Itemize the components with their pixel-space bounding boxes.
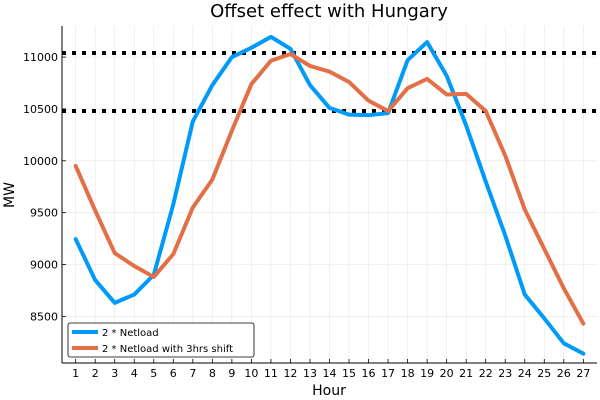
x-tick-label: 10 bbox=[244, 367, 258, 380]
x-tick-label: 4 bbox=[131, 367, 138, 380]
x-tick-label: 17 bbox=[381, 367, 395, 380]
x-tick-label: 27 bbox=[576, 367, 590, 380]
grid bbox=[62, 26, 597, 363]
x-tick-label: 7 bbox=[189, 367, 196, 380]
x-axis-label: Hour bbox=[312, 383, 346, 399]
y-tick-label: 9000 bbox=[30, 258, 58, 271]
legend: 2 * Netload 2 * Netload with 3hrs shift bbox=[67, 322, 255, 358]
y-tick-label: 10000 bbox=[23, 155, 58, 168]
y-tick-label: 10500 bbox=[23, 103, 58, 116]
y-tick-label: 8500 bbox=[30, 310, 58, 323]
x-tick-label: 16 bbox=[362, 367, 376, 380]
x-tick-label: 13 bbox=[303, 367, 317, 380]
x-tick-label: 23 bbox=[498, 367, 512, 380]
axes bbox=[61, 26, 597, 364]
y-tick-label: 9500 bbox=[30, 207, 58, 220]
x-tick-label: 15 bbox=[342, 367, 356, 380]
series-line-2 bbox=[73, 52, 586, 326]
chart-title: Offset effect with Hungary bbox=[210, 1, 448, 22]
x-tick-label: 1 bbox=[72, 367, 79, 380]
x-tick-label: 5 bbox=[150, 367, 157, 380]
legend-label: 2 * Netload with 3hrs shift bbox=[102, 344, 233, 355]
x-tick-label: 22 bbox=[479, 367, 493, 380]
x-tick-label: 12 bbox=[283, 367, 297, 380]
tick-labels: 1 2 3 4 5 6 7 8 9 10 11 12 13 14 15 16 17 18 19 20 21 22 23 24 2… bbox=[23, 51, 590, 380]
legend-label: 2 * Netload bbox=[102, 328, 159, 339]
x-tick-label: 24 bbox=[518, 367, 532, 380]
x-tick-label: 2 bbox=[92, 367, 99, 380]
series-line-1 bbox=[73, 34, 586, 356]
x-tick-label: 3 bbox=[111, 367, 118, 380]
x-tick-label: 11 bbox=[264, 367, 278, 380]
x-tick-label: 9 bbox=[228, 367, 235, 380]
x-tick-label: 14 bbox=[323, 367, 337, 380]
x-tick-label: 25 bbox=[537, 367, 551, 380]
series-lines bbox=[73, 34, 586, 356]
x-tick-label: 6 bbox=[170, 367, 177, 380]
y-tick-label: 11000 bbox=[23, 51, 58, 64]
x-tick-label: 18 bbox=[401, 367, 415, 380]
x-tick-label: 20 bbox=[440, 367, 454, 380]
x-tick-label: 8 bbox=[209, 367, 216, 380]
x-tick-label: 21 bbox=[459, 367, 473, 380]
y-axis-label: MW bbox=[2, 182, 18, 208]
legend-box bbox=[67, 322, 255, 358]
x-tick-label: 19 bbox=[420, 367, 434, 380]
x-tick-label: 26 bbox=[557, 367, 571, 380]
